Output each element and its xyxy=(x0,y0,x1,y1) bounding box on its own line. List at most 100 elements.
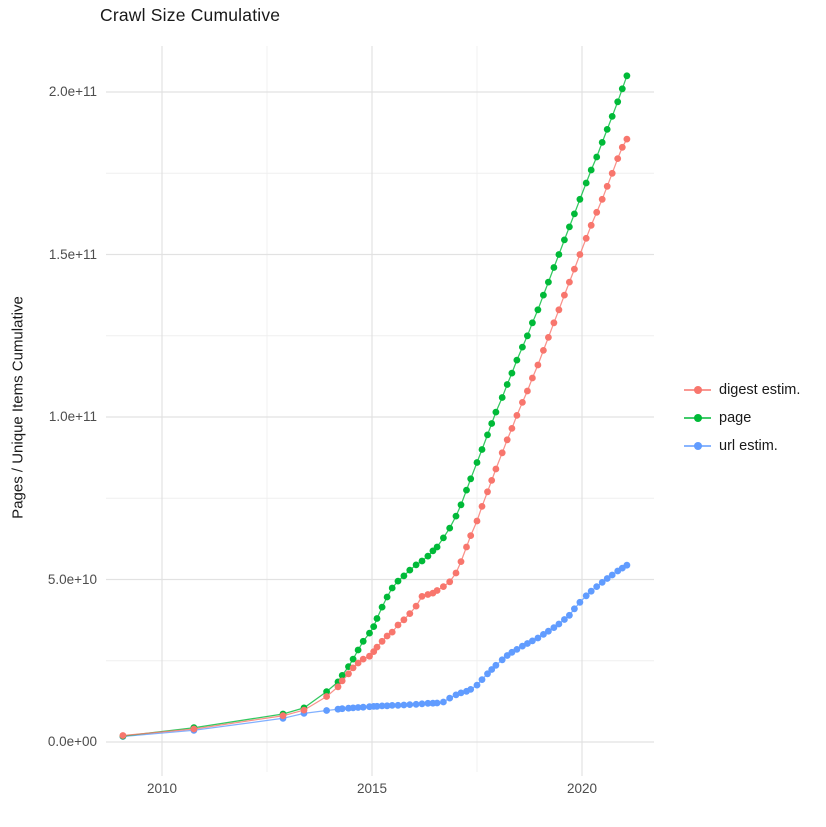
data-point xyxy=(566,223,573,231)
data-point xyxy=(300,706,308,714)
data-point xyxy=(446,694,454,702)
data-point xyxy=(498,449,506,457)
data-point xyxy=(334,683,342,691)
data-point xyxy=(508,648,516,656)
data-point xyxy=(492,465,500,473)
y-tick-label: 2.0e+11 xyxy=(48,84,97,99)
y-tick-label: 5.0e+10 xyxy=(47,571,97,587)
data-point xyxy=(555,306,563,314)
data-point xyxy=(359,637,367,645)
data-point xyxy=(433,699,441,707)
data-point xyxy=(406,701,414,708)
legend-item-url-estim-: url estim. xyxy=(684,436,800,455)
data-point xyxy=(519,343,526,351)
data-point xyxy=(400,701,408,709)
data-point xyxy=(370,623,378,630)
data-point xyxy=(598,139,606,146)
data-point xyxy=(388,584,396,592)
data-point xyxy=(383,632,391,640)
data-point xyxy=(452,512,460,520)
data-point xyxy=(614,155,622,163)
data-point xyxy=(587,587,595,595)
data-point xyxy=(524,640,531,647)
data-point xyxy=(349,655,357,663)
data-point xyxy=(484,488,491,496)
data-point xyxy=(378,702,386,710)
data-point xyxy=(561,291,568,299)
data-point xyxy=(406,610,414,617)
data-point xyxy=(534,634,542,642)
data-point xyxy=(623,135,631,143)
data-point xyxy=(623,72,631,80)
data-point xyxy=(618,143,626,151)
x-tick-label: 2020 xyxy=(566,781,598,796)
data-point xyxy=(373,615,381,622)
data-point xyxy=(359,703,367,711)
data-point xyxy=(424,699,432,707)
data-point xyxy=(440,583,447,590)
data-point xyxy=(457,689,465,697)
data-point xyxy=(383,702,391,710)
data-point xyxy=(349,704,357,712)
data-point xyxy=(492,661,500,669)
data-point xyxy=(400,572,408,580)
data-point xyxy=(582,592,590,600)
data-point xyxy=(576,251,584,258)
data-point xyxy=(540,631,547,638)
data-point xyxy=(587,166,595,174)
data-point xyxy=(433,543,441,551)
data-point xyxy=(349,664,357,672)
data-point xyxy=(279,712,287,720)
data-point xyxy=(473,459,481,466)
data-point xyxy=(608,113,616,120)
legend-label: page xyxy=(719,409,752,426)
data-point xyxy=(488,420,496,427)
data-point xyxy=(473,517,481,525)
data-point xyxy=(529,319,536,327)
data-point xyxy=(545,334,552,341)
data-point xyxy=(119,732,127,739)
data-point xyxy=(582,179,590,187)
data-point xyxy=(433,587,441,594)
data-point xyxy=(478,676,486,683)
legend-label: url estim. xyxy=(719,437,778,454)
data-point xyxy=(593,583,601,590)
data-point xyxy=(366,629,373,637)
data-point xyxy=(338,672,346,679)
data-point xyxy=(467,686,475,693)
data-point xyxy=(545,627,552,635)
data-point xyxy=(618,85,626,93)
data-point xyxy=(440,698,447,706)
data-point xyxy=(550,264,558,271)
data-point xyxy=(571,605,578,613)
legend-key-icon xyxy=(684,380,711,399)
data-point xyxy=(484,431,491,439)
data-point xyxy=(473,681,481,689)
data-point xyxy=(608,169,616,177)
data-point xyxy=(467,475,475,483)
data-point xyxy=(467,532,475,539)
data-point xyxy=(394,701,402,709)
data-point xyxy=(508,369,516,377)
data-point xyxy=(513,646,521,653)
data-point xyxy=(498,656,506,664)
data-point xyxy=(412,700,420,708)
data-point xyxy=(623,561,631,569)
data-point xyxy=(603,125,611,133)
data-point xyxy=(614,98,622,106)
data-point xyxy=(478,503,486,510)
data-point xyxy=(418,700,426,708)
data-point xyxy=(394,577,402,585)
data-point xyxy=(608,571,616,579)
data-point xyxy=(582,234,590,242)
y-axis-title: Pages / Unique Items Cumulative xyxy=(9,296,27,519)
x-tick-label: 2015 xyxy=(356,781,388,796)
data-point xyxy=(345,670,352,678)
legend-item-page: page xyxy=(684,408,800,427)
data-point xyxy=(323,688,330,695)
data-point xyxy=(566,611,573,619)
data-point xyxy=(571,265,578,273)
y-tick-label: 1.5e+11 xyxy=(48,246,97,262)
